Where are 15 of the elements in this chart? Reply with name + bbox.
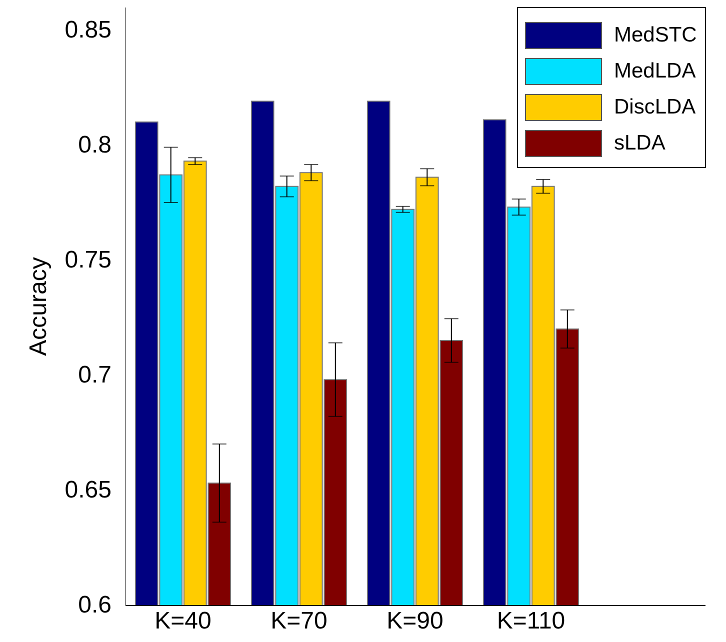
y-tick-label: 0.85 xyxy=(64,16,112,44)
y-tick-label: 0.65 xyxy=(64,476,112,504)
y-tick-label: 0.75 xyxy=(64,246,112,274)
y-tick-label: 0.7 xyxy=(78,362,112,388)
y-tick-label: 0.6 xyxy=(78,592,112,618)
y-axis-title: Accuracy xyxy=(24,257,52,356)
legend-label: MedSTC xyxy=(614,24,697,46)
x-tick-label: K=90 xyxy=(386,608,444,634)
x-tick-label: K=40 xyxy=(154,608,212,634)
y-tick-label: 0.8 xyxy=(78,132,112,158)
legend-label: MedLDA xyxy=(614,60,696,82)
x-tick-label: K=70 xyxy=(270,608,328,634)
legend-label: sLDA xyxy=(614,132,666,154)
legend-label: DiscLDA xyxy=(614,96,696,118)
x-tick-label: K=110 xyxy=(496,608,566,634)
